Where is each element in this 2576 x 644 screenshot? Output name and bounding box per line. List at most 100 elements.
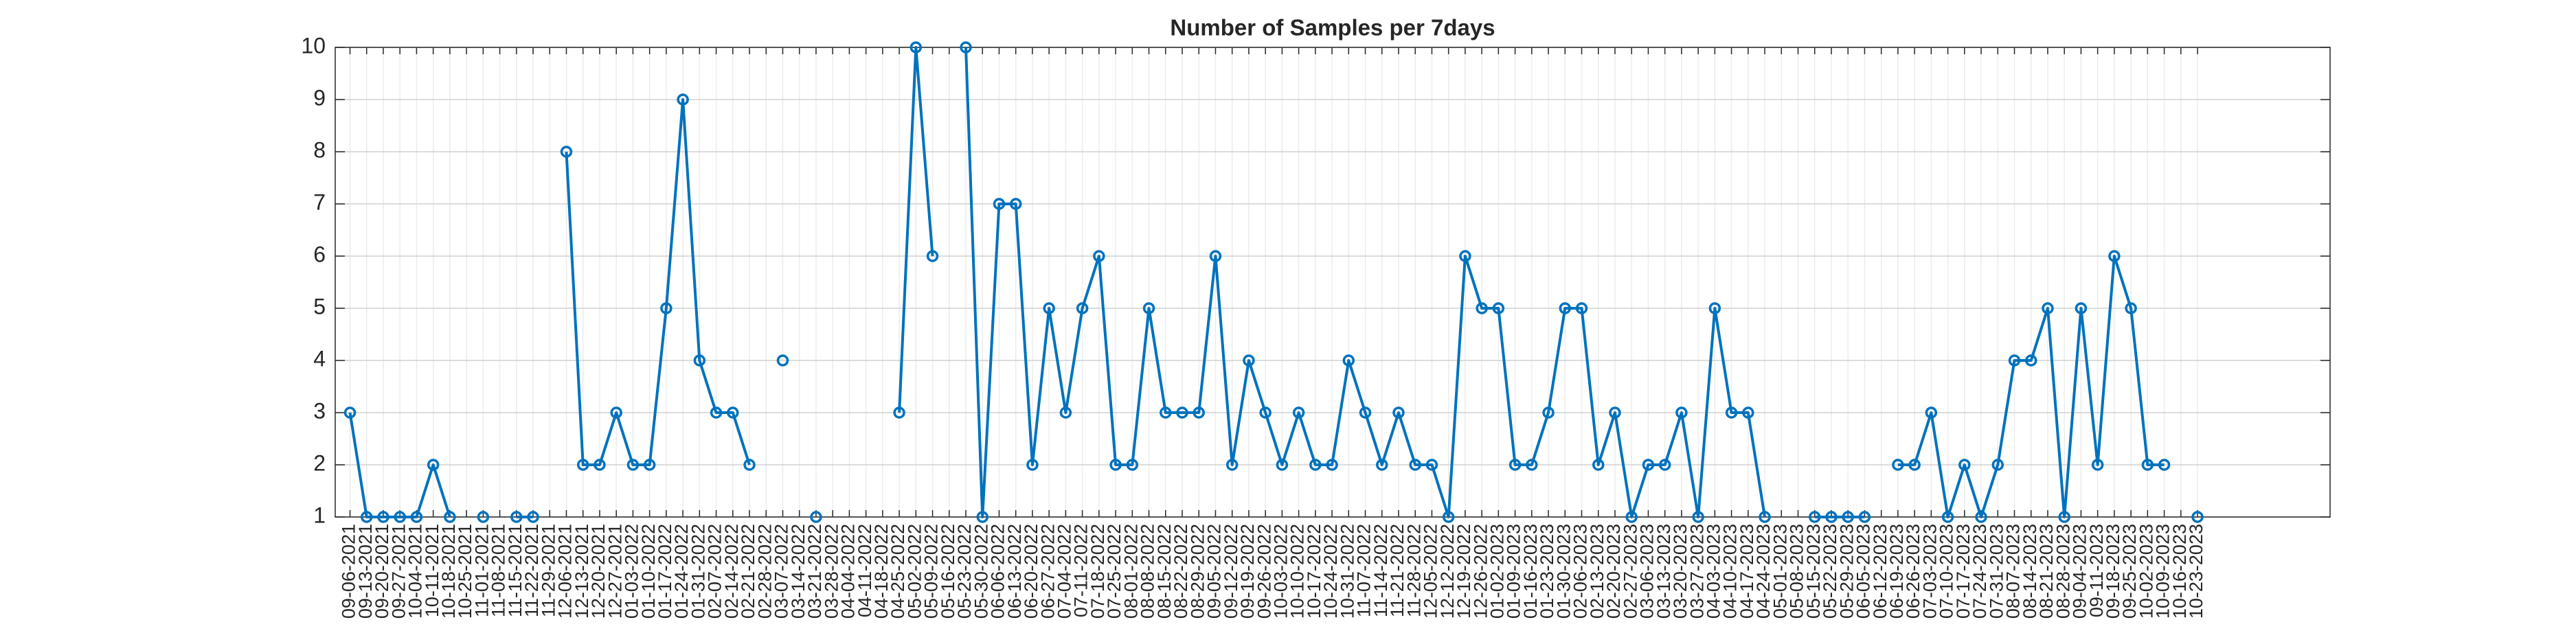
marker [1276,459,1289,471]
x-tick-label: 11-01-2021 [471,524,492,617]
marker [1725,406,1738,419]
x-tick-label: 11-14-2022 [1370,524,1391,617]
marker [427,459,440,471]
marker [1592,459,1605,471]
x-tick-label: 10-31-2022 [1337,524,1357,619]
x-tick-label: 06-20-2022 [1021,524,1041,619]
marker [1160,406,1172,419]
x-tick-label: 05-30-2022 [971,524,991,619]
marker [1692,511,1704,523]
x-tick-label: 07-17-2023 [1953,524,1974,619]
marker [776,354,789,367]
marker [1542,406,1555,419]
x-tick-label: 09-13-2021 [355,524,376,619]
x-tick-label: 12-20-2021 [588,524,609,619]
x-tick-label: 01-23-2023 [1537,524,1557,619]
marker [1376,459,1388,471]
x-tick-label: 12-27-2021 [605,524,625,619]
marker [727,406,739,419]
x-tick-label: 02-14-2022 [721,524,742,619]
marker [2075,302,2088,314]
x-tick-label: 03-27-2023 [1686,524,1707,619]
x-tick-label: 03-06-2023 [1637,524,1658,619]
x-tick-label: 11-08-2021 [488,524,509,617]
x-tick-label: 02-13-2023 [1587,524,1607,619]
x-tick-label: 01-03-2022 [622,524,642,619]
x-tick-label: 12-13-2021 [572,524,592,619]
x-tick-label: 04-03-2023 [1703,524,1724,619]
x-tick-label: 03-28-2022 [821,524,841,619]
x-tick-label: 10-04-2021 [405,524,426,619]
x-tick-label: 09-04-2023 [2070,524,2090,619]
marker [1309,459,1322,471]
x-tick-label: 02-06-2023 [1570,524,1591,619]
marker [1009,198,1022,210]
x-tick-label: 10-10-2022 [1287,524,1308,619]
marker [1958,459,1971,471]
marker [1459,250,1471,262]
x-tick-label: 06-06-2022 [988,524,1008,619]
x-tick-label: 06-26-2023 [1903,524,1923,619]
x-tick-label: 04-17-2023 [1737,524,1757,619]
marker [1625,511,1638,523]
marker [1808,511,1821,523]
x-tick-label: 05-09-2022 [921,524,942,619]
marker [693,354,706,367]
y-tick-label: 6 [313,242,326,266]
marker [1559,302,1572,314]
marker [394,511,406,523]
x-tick-label: 09-11-2023 [2086,524,2107,617]
marker [1059,406,1072,419]
x-tick-label: 09-25-2023 [2119,524,2140,619]
marker [377,511,389,523]
x-tick-label: 10-09-2023 [2153,524,2173,619]
x-tick-label: 09-20-2021 [372,524,392,619]
x-tick-label: 04-18-2022 [871,524,892,619]
marker [1609,406,1621,419]
marker [1392,406,1405,419]
marker [1476,302,1488,314]
x-tick-label: 04-25-2022 [888,524,908,619]
marker [410,511,423,523]
x-tick-label: 12-12-2022 [1437,524,1458,619]
x-tick-label: 11-07-2022 [1354,524,1375,617]
marker [1526,459,1538,471]
marker [576,459,589,471]
x-tick-label: 01-17-2022 [655,524,675,619]
x-tick-label: 08-29-2022 [1187,524,1208,619]
marker [643,459,656,471]
marker [909,41,923,54]
x-tick-label: 12-19-2022 [1454,524,1474,619]
y-tick-label: 9 [313,85,326,110]
marker [1076,302,1089,314]
x-tick-label: 08-01-2022 [1120,524,1141,619]
x-tick-label: 01-10-2022 [638,524,659,619]
x-tick-label: 06-12-2023 [1870,524,1890,619]
marker [1759,511,1771,523]
marker [810,511,822,523]
marker [527,511,539,523]
marker [1825,511,1838,523]
x-tick-label: 05-29-2023 [1836,524,1857,619]
marker [1109,459,1122,471]
x-tick-label: 10-18-2021 [438,524,459,619]
x-tick-label: 01-16-2023 [1520,524,1541,619]
marker [1492,302,1505,314]
x-tick-label: 04-11-2022 [855,524,875,617]
marker [1326,459,1338,471]
x-tick-label: 06-27-2022 [1037,524,1058,619]
x-tick-label: 11-28-2022 [1403,524,1424,617]
marker [1409,459,1421,471]
x-tick-label: 08-15-2022 [1154,524,1175,619]
x-tick-label: 04-04-2022 [838,524,859,619]
marker [510,511,523,523]
marker [1425,459,1438,471]
x-tick-label: 09-06-2021 [339,524,359,619]
x-tick-label: 07-31-2023 [1986,524,2007,619]
marker [2108,250,2121,262]
marker [2141,459,2154,471]
x-tick-label: 05-02-2022 [904,524,925,619]
marker [1658,459,1671,471]
marker [1908,459,1921,471]
